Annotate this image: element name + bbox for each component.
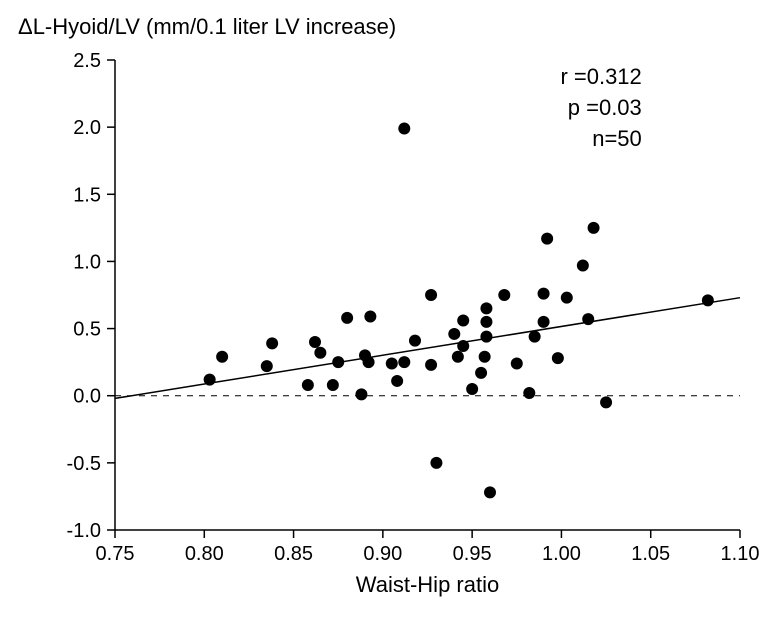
stat-text: n=50 bbox=[592, 126, 642, 151]
data-point bbox=[529, 331, 541, 343]
data-point bbox=[448, 328, 460, 340]
data-point bbox=[457, 315, 469, 327]
data-point bbox=[327, 379, 339, 391]
y-axis-title: ΔL-Hyoid/LV (mm/0.1 liter LV increase) bbox=[18, 14, 396, 39]
y-tick-label: -0.5 bbox=[67, 453, 101, 475]
data-point bbox=[204, 374, 216, 386]
data-point bbox=[702, 294, 714, 306]
data-point bbox=[475, 367, 487, 379]
data-point bbox=[511, 357, 523, 369]
data-point bbox=[332, 356, 344, 368]
data-point bbox=[409, 335, 421, 347]
data-point bbox=[452, 351, 464, 363]
data-point bbox=[538, 316, 550, 328]
data-point bbox=[479, 351, 491, 363]
data-point bbox=[398, 122, 410, 134]
x-tick-label: 0.85 bbox=[274, 543, 313, 565]
y-tick-label: 1.0 bbox=[73, 251, 101, 273]
data-point bbox=[541, 233, 553, 245]
x-tick-label: 1.10 bbox=[721, 543, 760, 565]
data-point bbox=[364, 310, 376, 322]
y-tick-label: -1.0 bbox=[67, 520, 101, 542]
data-point bbox=[538, 288, 550, 300]
x-tick-label: 0.95 bbox=[453, 543, 492, 565]
data-point bbox=[577, 259, 589, 271]
y-tick-label: 2.0 bbox=[73, 117, 101, 139]
data-point bbox=[600, 396, 612, 408]
data-point bbox=[498, 289, 510, 301]
data-point bbox=[457, 340, 469, 352]
scatter-chart: ΔL-Hyoid/LV (mm/0.1 liter LV increase) 0.… bbox=[0, 0, 780, 621]
data-point bbox=[484, 486, 496, 498]
data-point bbox=[314, 347, 326, 359]
data-point bbox=[582, 313, 594, 325]
data-point bbox=[480, 331, 492, 343]
data-point bbox=[430, 457, 442, 469]
data-point bbox=[425, 359, 437, 371]
data-point bbox=[466, 383, 478, 395]
y-tick-label: 0.5 bbox=[73, 319, 101, 341]
data-point bbox=[302, 379, 314, 391]
x-axis-label: Waist-Hip ratio bbox=[356, 572, 499, 597]
data-point bbox=[216, 351, 228, 363]
data-point bbox=[552, 352, 564, 364]
data-point bbox=[355, 388, 367, 400]
data-point bbox=[588, 222, 600, 234]
data-point bbox=[480, 302, 492, 314]
chart-svg: ΔL-Hyoid/LV (mm/0.1 liter LV increase) 0.… bbox=[0, 0, 780, 621]
x-tick-label: 0.80 bbox=[185, 543, 224, 565]
data-point bbox=[386, 357, 398, 369]
y-tick-label: 0.0 bbox=[73, 386, 101, 408]
data-point bbox=[398, 356, 410, 368]
data-point bbox=[261, 360, 273, 372]
data-point bbox=[341, 312, 353, 324]
y-tick-label: 2.5 bbox=[73, 50, 101, 72]
x-tick-label: 0.75 bbox=[96, 543, 135, 565]
data-point bbox=[523, 387, 535, 399]
data-point bbox=[266, 337, 278, 349]
x-tick-label: 0.90 bbox=[363, 543, 402, 565]
data-point bbox=[363, 356, 375, 368]
data-point bbox=[391, 375, 403, 387]
data-point bbox=[309, 336, 321, 348]
x-tick-label: 1.00 bbox=[542, 543, 581, 565]
y-tick-label: 1.5 bbox=[73, 184, 101, 206]
x-tick-label: 1.05 bbox=[631, 543, 670, 565]
stat-text: r =0.312 bbox=[560, 64, 641, 89]
data-point bbox=[425, 289, 437, 301]
stat-text: p =0.03 bbox=[568, 95, 642, 120]
data-point bbox=[561, 292, 573, 304]
data-point bbox=[480, 316, 492, 328]
